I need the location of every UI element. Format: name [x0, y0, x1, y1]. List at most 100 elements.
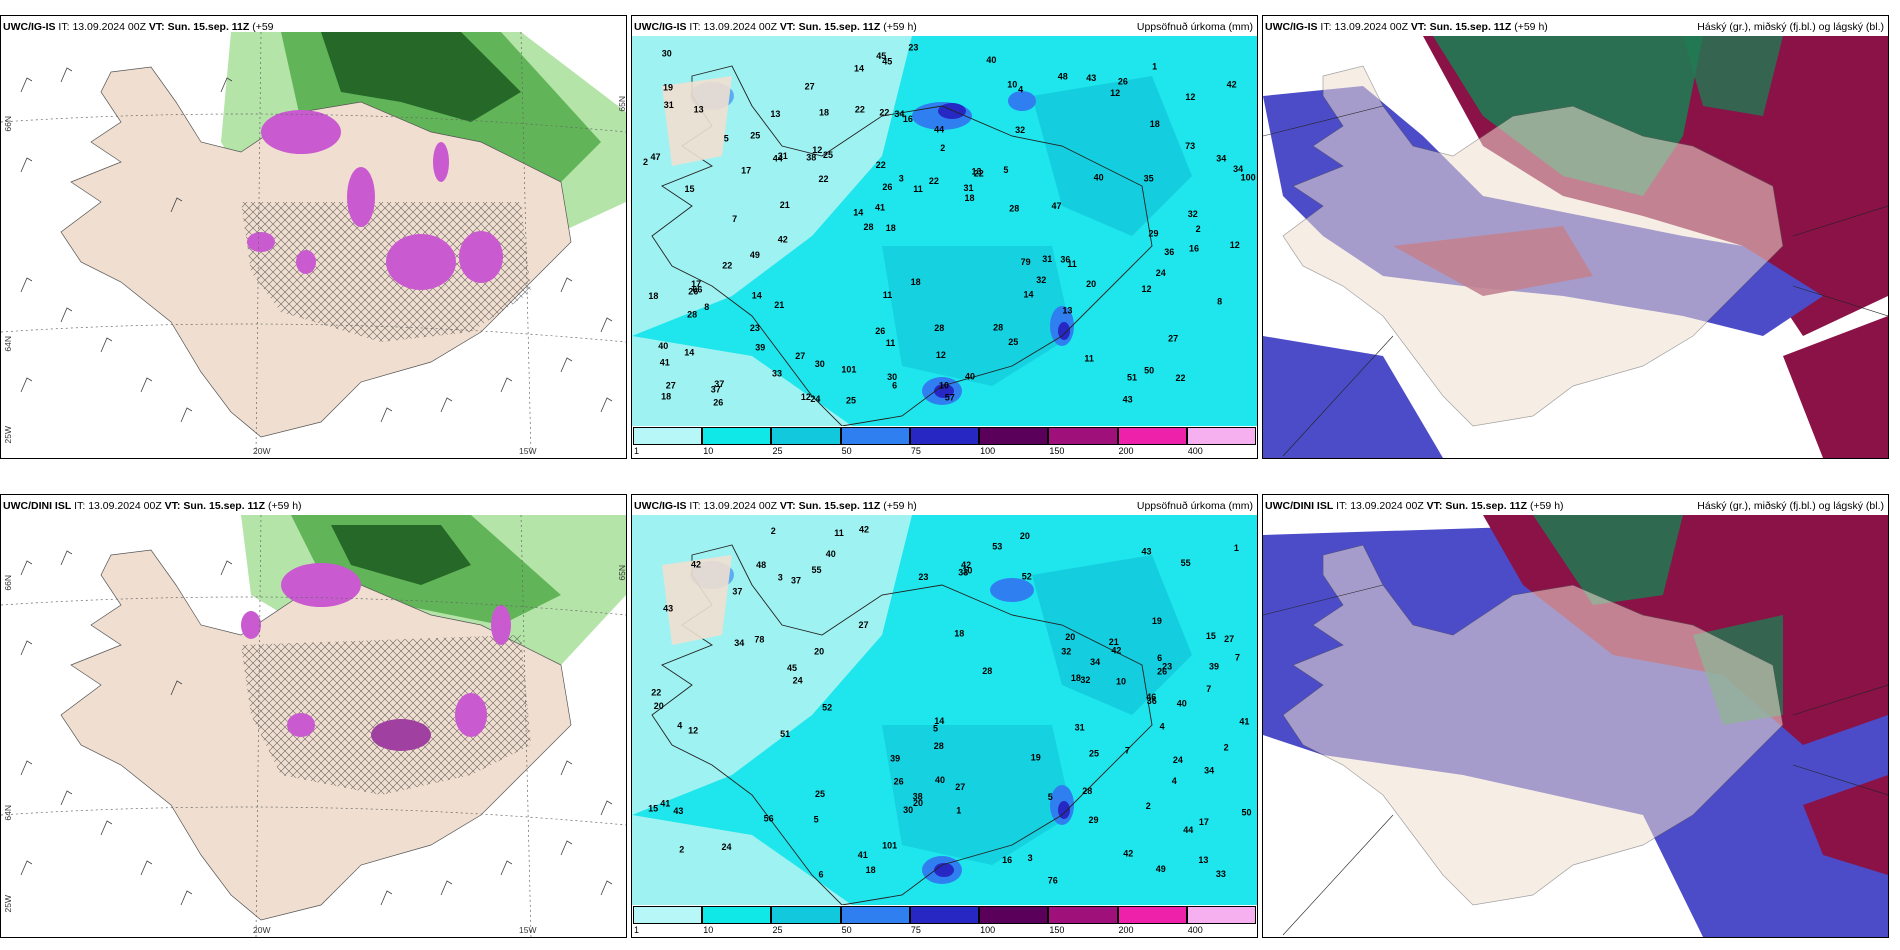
- precip-value-label: 17: [1199, 817, 1209, 827]
- lon-label-25w: 25W: [3, 895, 13, 913]
- colorbar-swatch: [979, 427, 1049, 445]
- precip-value-label: 19: [1152, 616, 1162, 626]
- lat-label-66n: 66N: [3, 575, 13, 591]
- precip-value-label: 42: [1111, 646, 1121, 656]
- precip-value-label: 32: [1061, 647, 1071, 657]
- precip-value-labels: 2151718240655578394346184337445520234121…: [648, 524, 1251, 885]
- valid-time: Sun. 15.sep. 11Z: [167, 21, 250, 33]
- precip-value-label: 2: [1146, 801, 1151, 811]
- precip-value-label: 2: [940, 143, 945, 153]
- precip-value-label: 7: [1206, 684, 1211, 694]
- colorbar-swatch: [1117, 427, 1187, 445]
- precip-value-label: 28: [687, 310, 697, 320]
- init-time: 13.09.2024 00Z: [1350, 500, 1424, 512]
- precip-value-label: 26: [688, 286, 698, 296]
- precip-value-label: 16: [1002, 855, 1012, 865]
- precip-colorbar: 1 10 25 50 75 100 150 200 400: [633, 427, 1256, 457]
- precip-value-label: 31: [778, 151, 788, 161]
- vt-label: VT:: [779, 500, 796, 512]
- colorbar-label: 150: [1049, 925, 1065, 935]
- colorbar-swatch: [771, 906, 841, 924]
- model-name: UWC/IG-IS: [1265, 21, 1318, 33]
- it-label: IT:: [1336, 500, 1348, 512]
- precip-value-label: 48: [756, 560, 766, 570]
- precip-value-label: 25: [846, 396, 856, 406]
- cloud-map: [1263, 515, 1888, 937]
- precip-value-label: 41: [660, 798, 670, 808]
- precip-value-label: 18: [886, 223, 896, 233]
- precip-value-label: 24: [1156, 268, 1166, 278]
- precip-value-label: 19: [1031, 753, 1041, 763]
- precip-value-label: 26: [713, 398, 723, 408]
- precip-value-label: 20: [913, 798, 923, 808]
- precip-value-label: 43: [1142, 546, 1152, 556]
- precip-value-label: 3: [1028, 853, 1033, 863]
- precip-value-label: 49: [1156, 864, 1166, 874]
- precip-value-label: 27: [1224, 634, 1234, 644]
- precip-value-label: 22: [1176, 373, 1186, 383]
- precip-value-label: 23: [918, 572, 928, 582]
- colorbar-swatch: [909, 906, 980, 924]
- precip-value-label: 21: [1109, 637, 1119, 647]
- colorbar-swatch: [1117, 906, 1187, 924]
- panel-title: Uppsöfnuð úrkoma (mm): [1136, 21, 1253, 33]
- precip-value-label: 25: [1089, 748, 1099, 758]
- panel-title: Háský (gr.), miðský (fj.bl.) og lágský (…: [1697, 500, 1884, 512]
- colorbar-swatch: [1048, 906, 1118, 924]
- precip-value-label: 20: [654, 701, 664, 711]
- precip-value-label: 2: [643, 157, 648, 167]
- precip-value-label: 20: [1065, 632, 1075, 642]
- precip-map: 2151718240655578394346184337445520234121…: [632, 515, 1257, 905]
- panel-title: Uppsöfnuð úrkoma (mm): [1136, 500, 1253, 512]
- precip-value-label: 19: [663, 83, 673, 93]
- precip-value-label: 27: [795, 351, 805, 361]
- colorbar-label: 75: [910, 925, 921, 935]
- precip-value-label: 15: [1206, 631, 1216, 641]
- init-time: 13.09.2024 00Z: [703, 500, 777, 512]
- precip-value-label: 11: [913, 184, 923, 194]
- lead-time: (+59 h): [883, 21, 917, 33]
- precip-value-label: 31: [1075, 722, 1085, 732]
- panel-header: UWC/DINI ISL IT: 13.09.2024 00Z VT: Sun.…: [1265, 497, 1884, 515]
- precip-value-label: 66: [692, 285, 702, 295]
- precip-value-label: 50: [1144, 365, 1154, 375]
- precip-value-label: 55: [1181, 558, 1191, 568]
- precip-value-label: 28: [1009, 204, 1019, 214]
- lon-label-20w: 20W: [253, 446, 271, 456]
- precip-value-label: 28: [864, 222, 874, 232]
- precip-value-label: 31: [664, 100, 674, 110]
- precip-value-label: 13: [972, 166, 982, 176]
- precip-value-label: 15: [685, 184, 695, 194]
- precip-value-label: 27: [955, 782, 965, 792]
- colorbar-label: 150: [1049, 446, 1065, 456]
- precip-value-label: 33: [1216, 869, 1226, 879]
- precip-value-label: 24: [793, 675, 803, 685]
- precip-value-label: 40: [658, 341, 668, 351]
- precip-value-label: 11: [1067, 259, 1077, 269]
- precip-value-label: 41: [858, 850, 868, 860]
- precip-value-label: 25: [815, 789, 825, 799]
- lead-time: (+59 h): [1529, 500, 1564, 512]
- precip-value-label: 47: [1052, 201, 1062, 211]
- precip-value-label: 52: [1022, 571, 1032, 581]
- colorbar-label: 75: [910, 446, 921, 456]
- precip-value-label: 26: [894, 777, 904, 787]
- precip-value-label: 22: [876, 160, 886, 170]
- precip-value-label: 5: [1048, 792, 1053, 802]
- panel-dini-accum-precip: UWC/IG-IS IT: 13.09.2024 00Z VT: Sun. 15…: [631, 494, 1258, 938]
- precip-value-label: 36: [1060, 255, 1070, 265]
- precip-value-label: 44: [934, 124, 944, 134]
- it-label: IT:: [689, 21, 701, 33]
- it-label: IT:: [74, 500, 86, 512]
- precip-value-label: 12: [688, 726, 698, 736]
- precip-value-label: 100: [1241, 172, 1256, 182]
- colorbar-label: 400: [1187, 446, 1203, 456]
- precip-value-label: 39: [755, 342, 765, 352]
- precip-value-label: 2: [1196, 224, 1201, 234]
- precip-value-label: 18: [648, 291, 658, 301]
- precip-value-label: 8: [704, 302, 709, 312]
- precip-value-label: 37: [732, 587, 742, 597]
- precip-value-label: 24: [1173, 755, 1183, 765]
- iceland-land: [1282, 65, 1784, 427]
- precip-value-label: 33: [772, 368, 782, 378]
